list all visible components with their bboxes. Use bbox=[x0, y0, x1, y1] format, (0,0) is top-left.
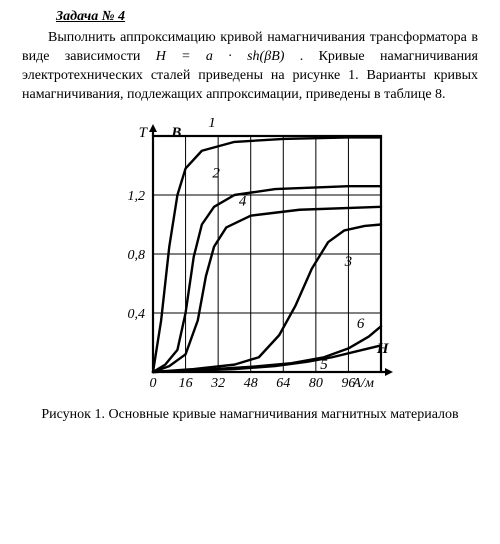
figure-1: 01632486480960,40,81,2ТBHА/м123456 Рисун… bbox=[22, 118, 478, 424]
svg-text:64: 64 bbox=[276, 376, 290, 391]
svg-text:B: B bbox=[170, 126, 181, 142]
svg-text:1: 1 bbox=[208, 118, 216, 131]
svg-text:А/м: А/м bbox=[352, 376, 374, 391]
svg-text:2: 2 bbox=[212, 166, 220, 182]
svg-text:0: 0 bbox=[150, 376, 157, 391]
figure-caption: Рисунок 1. Основные кривые намагничивани… bbox=[22, 406, 478, 424]
svg-text:1,2: 1,2 bbox=[128, 189, 146, 204]
svg-text:48: 48 bbox=[244, 376, 258, 391]
svg-text:0,4: 0,4 bbox=[128, 307, 146, 322]
svg-text:0,8: 0,8 bbox=[128, 248, 146, 263]
svg-text:32: 32 bbox=[210, 376, 225, 391]
problem-text: Выполнить аппроксимацию кривой намагничи… bbox=[22, 29, 478, 105]
svg-text:16: 16 bbox=[179, 376, 193, 391]
formula-inline: H = a · sh(βB) bbox=[156, 49, 285, 64]
svg-text:80: 80 bbox=[309, 376, 323, 391]
svg-text:4: 4 bbox=[239, 194, 247, 210]
magnetization-chart: 01632486480960,40,81,2ТBHА/м123456 bbox=[105, 118, 395, 402]
task-label: Задача № 4 bbox=[56, 8, 478, 27]
svg-text:6: 6 bbox=[357, 316, 365, 332]
svg-text:3: 3 bbox=[344, 254, 353, 270]
svg-text:H: H bbox=[376, 341, 390, 357]
svg-text:Т: Т bbox=[139, 126, 149, 142]
svg-text:5: 5 bbox=[320, 358, 328, 374]
